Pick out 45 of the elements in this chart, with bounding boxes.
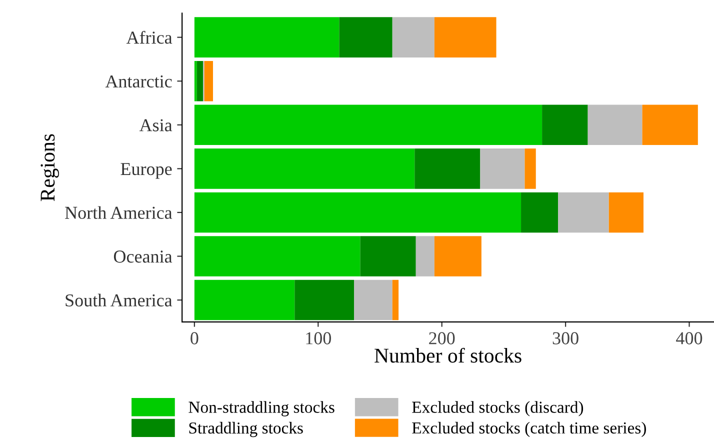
bar bbox=[354, 280, 392, 320]
bar bbox=[434, 236, 482, 276]
y-tick-label: Antarctic bbox=[105, 75, 172, 88]
x-tick-label: 300 bbox=[552, 332, 578, 344]
bar bbox=[294, 280, 354, 320]
bar bbox=[608, 192, 644, 233]
bar bbox=[194, 280, 295, 320]
y-tick-label: South America bbox=[66, 294, 172, 306]
legend-label: Excluded stocks (discard) bbox=[412, 401, 584, 416]
legend-label: Non-straddling stocks bbox=[188, 401, 334, 416]
x-tick-label: 200 bbox=[429, 332, 455, 344]
y-tick-label: Europe bbox=[120, 163, 172, 179]
bar bbox=[558, 192, 609, 233]
bar bbox=[360, 236, 416, 276]
bar bbox=[194, 192, 522, 233]
bar bbox=[642, 104, 698, 146]
y-tick-label: North America bbox=[65, 206, 172, 219]
bar bbox=[588, 104, 642, 146]
bar bbox=[339, 17, 392, 58]
bar bbox=[194, 60, 197, 102]
bar bbox=[194, 104, 542, 146]
x-tick-label: 100 bbox=[306, 332, 331, 344]
bar bbox=[542, 104, 588, 146]
x-axis-title: Number of stocks bbox=[374, 348, 522, 363]
bar bbox=[414, 148, 480, 189]
bar bbox=[194, 17, 340, 58]
bar bbox=[521, 192, 558, 233]
x-tick-label: 400 bbox=[676, 332, 702, 344]
bar bbox=[392, 17, 434, 58]
y-tick-label: Asia bbox=[139, 119, 172, 132]
bar bbox=[194, 236, 360, 276]
y-axis-title: Regions bbox=[40, 134, 59, 202]
bar bbox=[416, 236, 434, 276]
x-tick-label: 0 bbox=[190, 332, 198, 344]
bar bbox=[196, 60, 204, 102]
bar bbox=[204, 60, 213, 102]
bar bbox=[480, 148, 525, 189]
y-tick-label: Africa bbox=[126, 30, 172, 44]
bar bbox=[524, 148, 536, 189]
bar bbox=[392, 280, 399, 320]
legend-label: Straddling stocks bbox=[189, 422, 303, 438]
legend-label: Excluded stocks (catch time series) bbox=[412, 422, 646, 437]
bar bbox=[194, 148, 415, 189]
y-tick-label: Oceania bbox=[114, 250, 172, 263]
bar bbox=[434, 17, 496, 58]
